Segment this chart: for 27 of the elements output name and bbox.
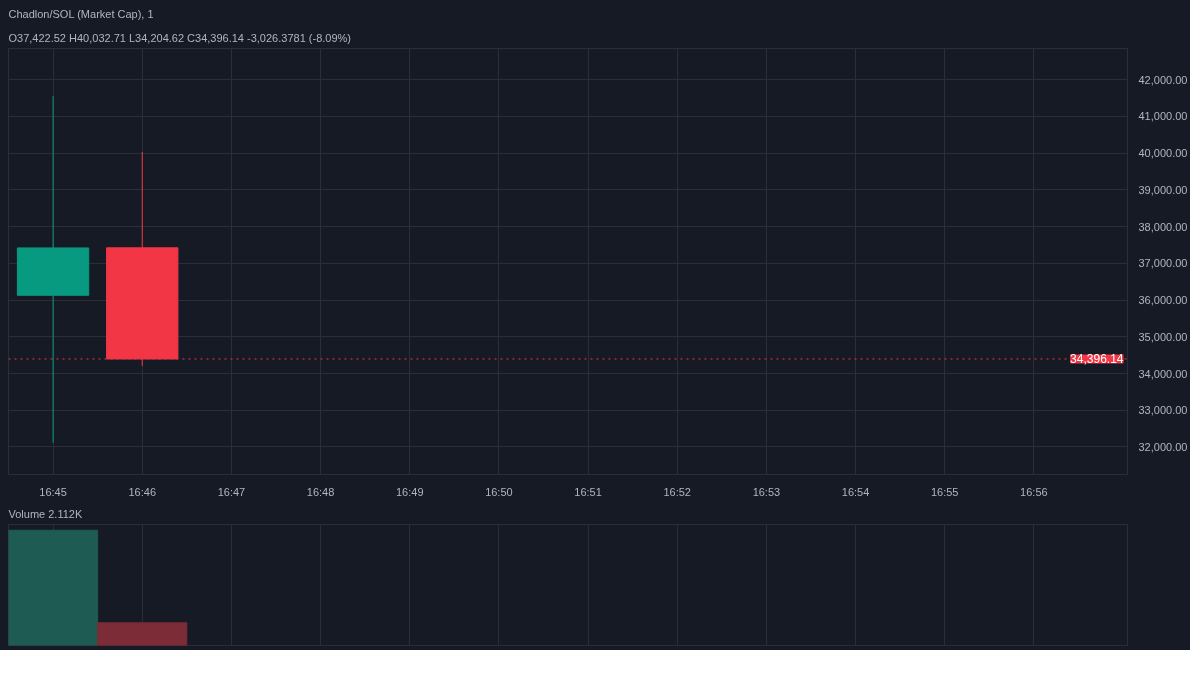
y-tick-label: 37,000.00 xyxy=(1138,257,1188,270)
y-tick-label: 38,000.00 xyxy=(1138,220,1188,233)
y-tick-label: 34,000.00 xyxy=(1138,367,1188,380)
chart-title: Volume 2.112K xyxy=(8,507,83,520)
y-tick-label: 41,000.00 xyxy=(1138,110,1188,123)
y-tick-label: 39,000.00 xyxy=(1138,183,1188,196)
y-tick-label: 33,000.00 xyxy=(1138,404,1188,417)
y-tick-label: 42,000.00 xyxy=(1138,73,1188,86)
y-tick-label: 35,000.00 xyxy=(1138,330,1188,343)
x-tick-label: 16:51 xyxy=(574,485,602,498)
chart-subtitle: O37,422.52 H40,032.71 L34,204.62 C34,396.14 -3,026.3781 (-8.09%) xyxy=(8,31,351,44)
y-tick-label: 32,000.00 xyxy=(1138,440,1188,453)
x-tick-label: 16:54 xyxy=(841,485,870,498)
y-tick-label: 40,000.00 xyxy=(1138,147,1188,160)
x-tick-label: 16:53 xyxy=(752,485,781,498)
x-tick-label: 16:47 xyxy=(217,485,246,498)
y-tick-label: 36,000.00 xyxy=(1138,294,1188,307)
x-tick-label: 16:46 xyxy=(128,485,157,498)
x-tick-label: 16:52 xyxy=(663,485,691,498)
chart-title: Chadlon/SOL (Market Cap), 1 xyxy=(8,7,154,20)
x-tick-label: 16:50 xyxy=(485,485,513,498)
x-tick-label: 16:49 xyxy=(395,485,424,498)
x-tick-label: 16:48 xyxy=(306,485,335,498)
ref-line-label: 34,396.14 xyxy=(1070,352,1124,367)
x-tick-label: 16:56 xyxy=(1020,485,1048,498)
x-tick-label: 16:55 xyxy=(930,485,959,498)
x-tick-label: 16:45 xyxy=(39,485,67,498)
